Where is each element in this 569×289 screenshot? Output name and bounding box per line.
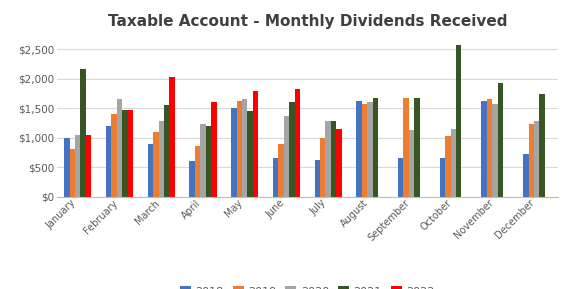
Bar	[200, 125, 205, 197]
Bar	[492, 104, 498, 197]
Bar	[278, 144, 284, 197]
Bar	[445, 136, 451, 197]
Bar	[205, 126, 211, 197]
Bar	[248, 111, 253, 197]
Bar	[64, 138, 69, 197]
Bar	[529, 125, 534, 197]
Bar	[315, 160, 320, 197]
Bar	[523, 154, 529, 197]
Bar	[284, 116, 289, 197]
Bar	[159, 121, 164, 197]
Bar	[86, 135, 91, 197]
Bar	[498, 83, 503, 197]
Bar	[253, 90, 258, 197]
Bar	[367, 102, 373, 197]
Bar	[106, 126, 112, 197]
Bar	[403, 98, 409, 197]
Bar	[231, 108, 237, 197]
Legend: 2018, 2019, 2020, 2021, 2022: 2018, 2019, 2020, 2021, 2022	[180, 286, 435, 289]
Bar	[242, 99, 248, 197]
Bar	[164, 105, 170, 197]
Bar	[325, 121, 331, 197]
Bar	[440, 158, 445, 197]
Bar	[336, 129, 341, 197]
Bar	[80, 68, 86, 197]
Bar	[170, 77, 175, 197]
Bar	[398, 158, 403, 197]
Bar	[414, 98, 420, 197]
Bar	[75, 135, 80, 197]
Bar	[112, 114, 117, 197]
Bar	[195, 147, 200, 197]
Bar	[117, 99, 122, 197]
Bar	[289, 102, 295, 197]
Bar	[356, 101, 362, 197]
Bar	[127, 110, 133, 197]
Bar	[539, 94, 545, 197]
Bar	[373, 98, 378, 197]
Bar	[153, 132, 159, 197]
Bar	[147, 144, 153, 197]
Title: Taxable Account - Monthly Dividends Received: Taxable Account - Monthly Dividends Rece…	[108, 14, 507, 29]
Bar	[331, 121, 336, 197]
Bar	[456, 45, 461, 197]
Bar	[69, 149, 75, 197]
Bar	[451, 129, 456, 197]
Bar	[189, 161, 195, 197]
Bar	[534, 121, 539, 197]
Bar	[409, 130, 414, 197]
Bar	[481, 101, 487, 197]
Bar	[362, 104, 367, 197]
Bar	[295, 89, 300, 197]
Bar	[237, 101, 242, 197]
Bar	[122, 110, 127, 197]
Bar	[487, 99, 492, 197]
Bar	[211, 102, 216, 197]
Bar	[320, 138, 325, 197]
Bar	[273, 158, 278, 197]
